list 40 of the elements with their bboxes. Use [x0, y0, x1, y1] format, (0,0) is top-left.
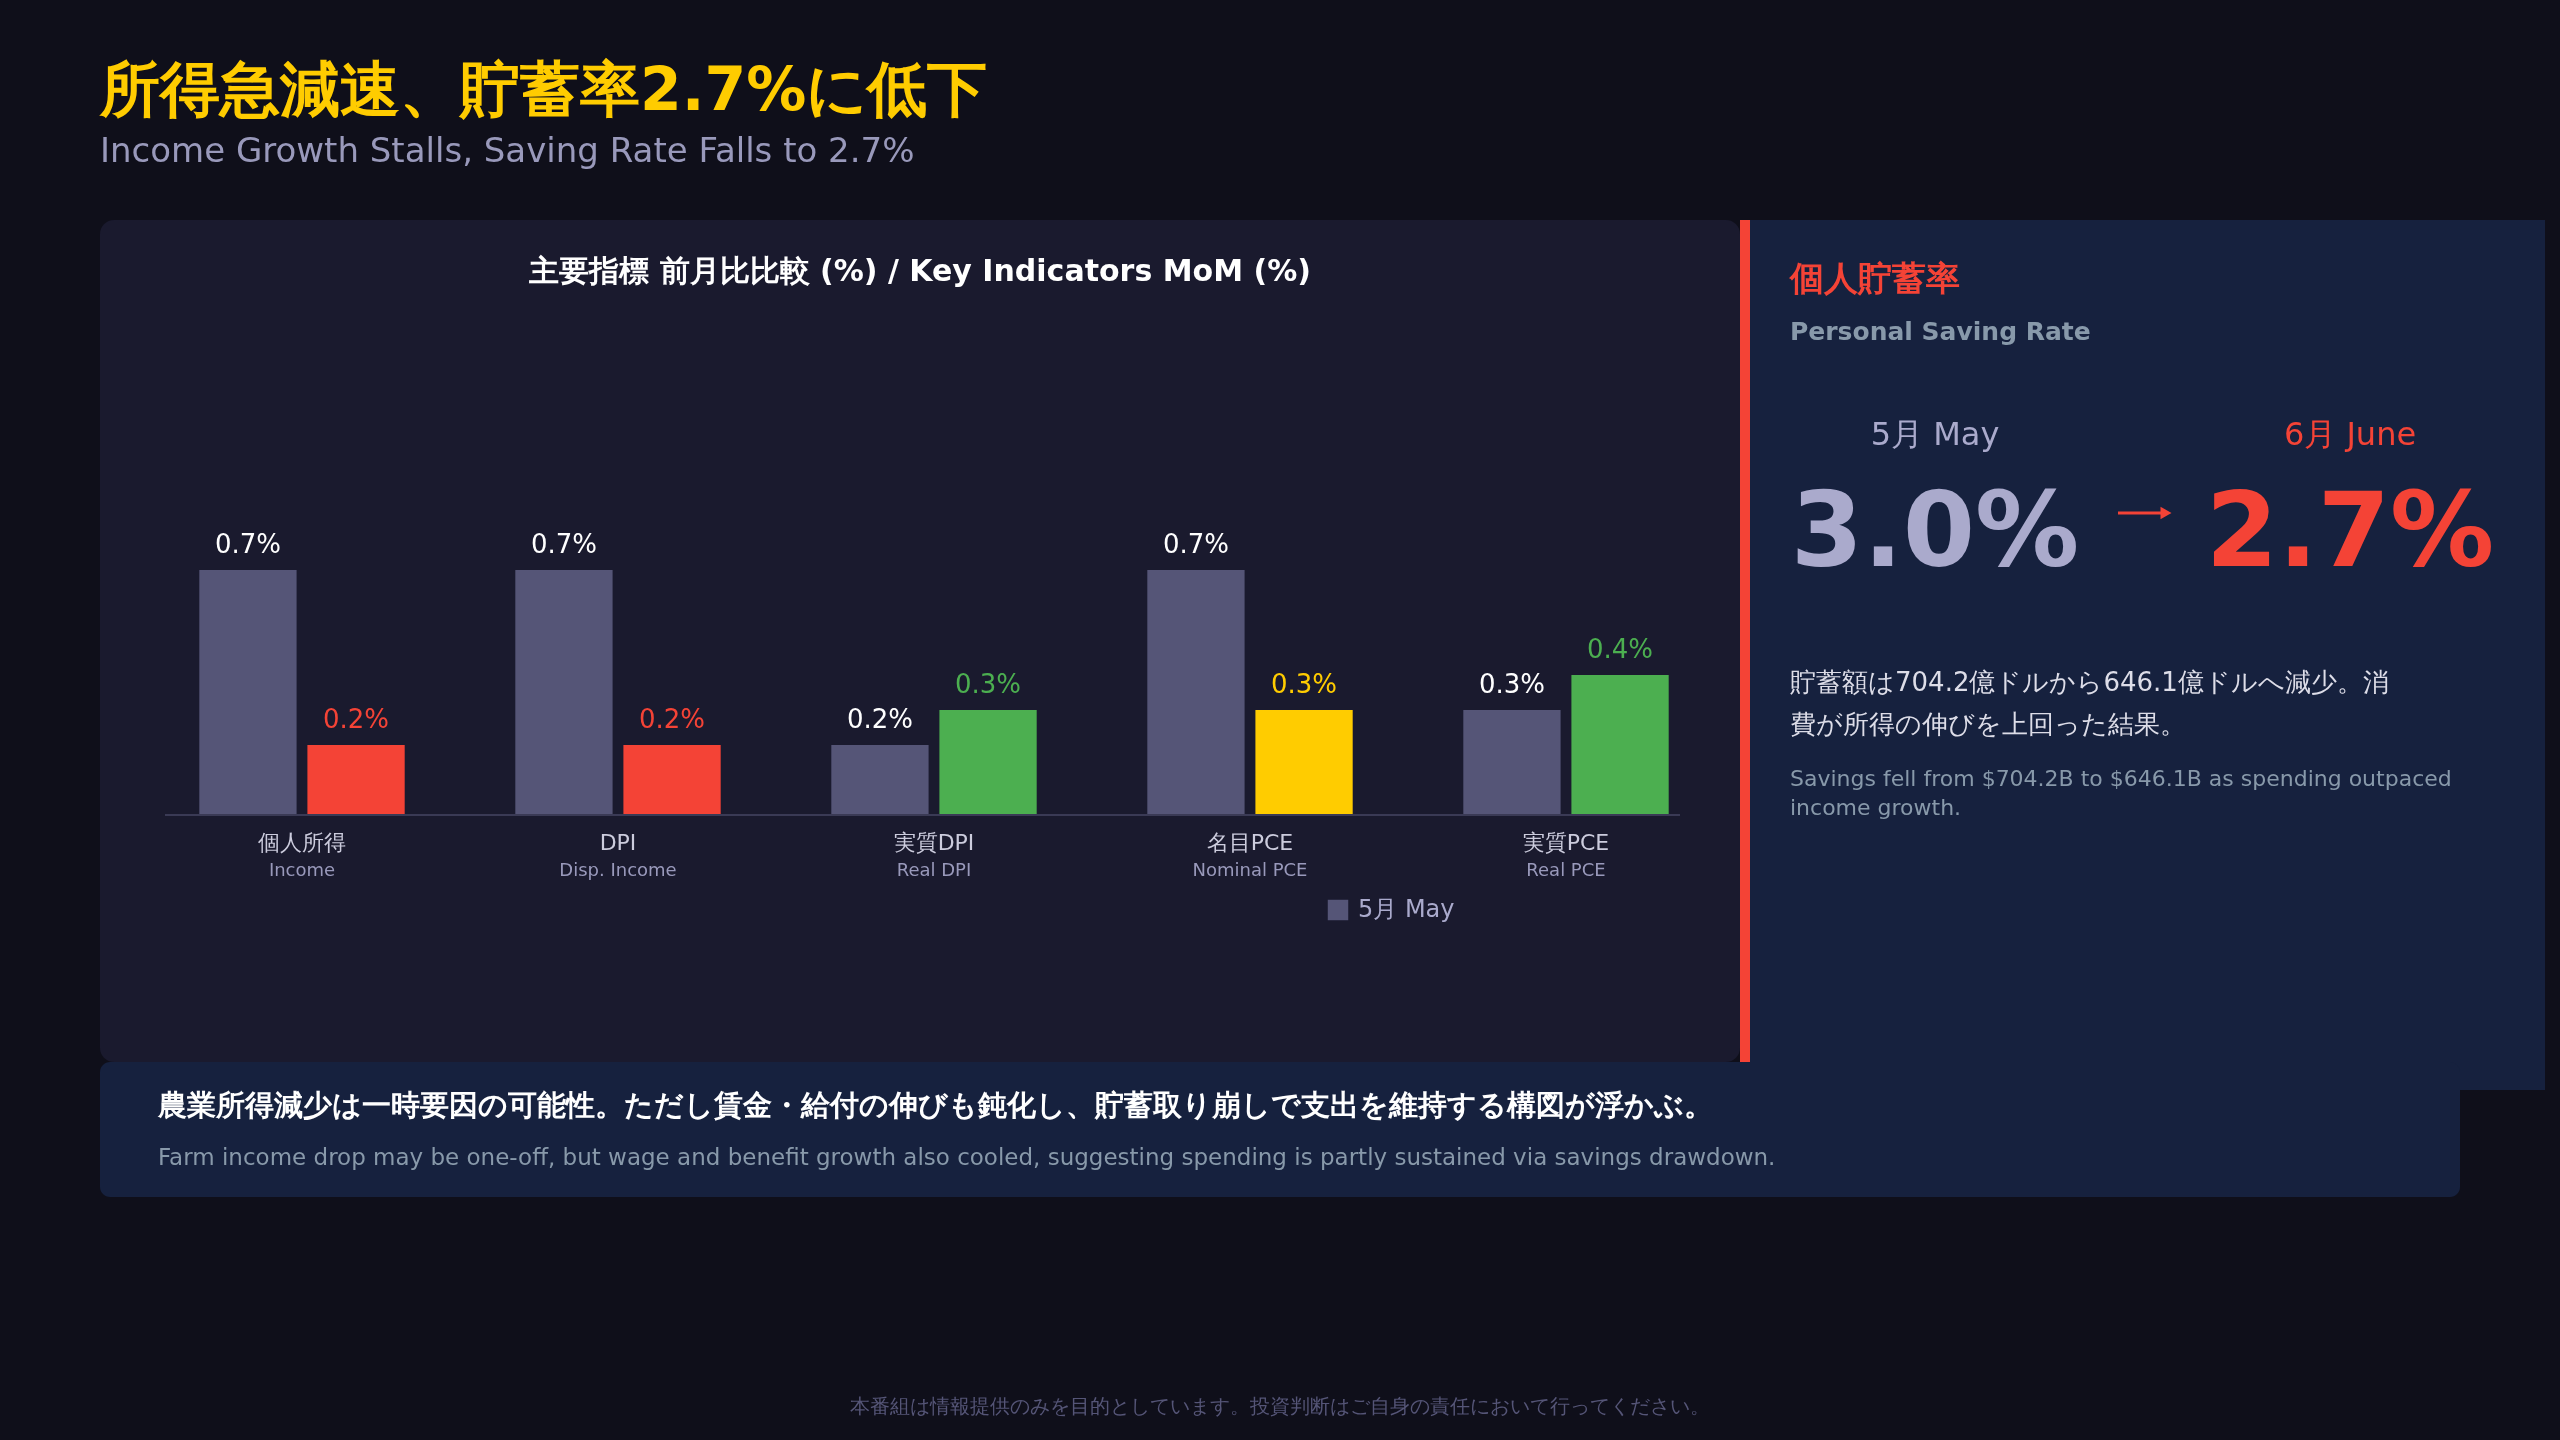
data-label: 0.2%	[639, 704, 706, 734]
data-label: 0.2%	[323, 704, 390, 734]
bar	[307, 745, 405, 815]
data-label: 0.7%	[530, 529, 597, 559]
category-label: 実質PCE Real PCE	[1522, 830, 1610, 880]
category-label: 実質DPI Real DPI	[893, 830, 975, 880]
text: Farm income drop may be one-off, but wage and benefit growth also cooled, suggesting spending is partly sustained via savings drawdown.	[158, 1144, 1776, 1170]
bar	[939, 710, 1037, 815]
category-label: 個人所得 Income	[258, 830, 346, 880]
category-label: 名目PCE Nominal PCE	[1192, 830, 1308, 880]
text: 個人貯蓄率	[1789, 258, 1960, 298]
data-label: 0.7%	[1162, 529, 1229, 559]
data-label: 3.0%	[1790, 469, 2080, 591]
bar	[515, 570, 613, 815]
text: 農業所得減少は一時要因の可能性。ただし賃金・給付の伸びも鈍化し、貯蓄取り崩しで支出を維持する構図が浮かぶ。	[157, 1088, 1713, 1122]
bar	[199, 570, 297, 815]
text: 所得急減速、貯蓄率2.7%に低下	[99, 54, 988, 124]
bar	[831, 745, 929, 815]
category-label: 5月 May	[1870, 415, 2000, 453]
text: 貯蓄額は704.2億ドルから646.1億ドルへ減少。消費が所得の伸びを上回った結果。	[1790, 667, 2389, 739]
text: Savings fell from $704.2B to $646.1B as spending outpaced income growth.	[1790, 766, 2452, 820]
data-label: 0.7%	[214, 529, 281, 559]
chart-title: 主要指標 前月比比較 (%) / Key Indicators MoM (%)	[528, 253, 1311, 288]
data-label: 0.3%	[1271, 669, 1338, 699]
category-label: DPI Disp. Income	[559, 830, 677, 880]
data-label: 2.7%	[2205, 469, 2495, 591]
bar	[1571, 675, 1669, 815]
bar	[1463, 710, 1561, 815]
data-label: 0.4%	[1587, 634, 1654, 664]
legend-label: 5月 May	[1358, 895, 1455, 923]
data-label: 0.3%	[1478, 669, 1545, 699]
text: 本番組は情報提供のみを目的としています。投資判断はご自身の責任において行ってください。	[850, 1394, 1710, 1418]
bar	[1255, 710, 1353, 815]
text: Income Growth Stalls, Saving Rate Falls to 2.7%	[100, 130, 915, 170]
bar	[1147, 570, 1245, 815]
bar	[623, 745, 721, 815]
text: Personal Saving Rate	[1790, 317, 2091, 346]
data-label: 0.2%	[846, 704, 913, 734]
category-label: 6月 June	[2283, 415, 2417, 453]
data-label: 0.3%	[955, 669, 1022, 699]
